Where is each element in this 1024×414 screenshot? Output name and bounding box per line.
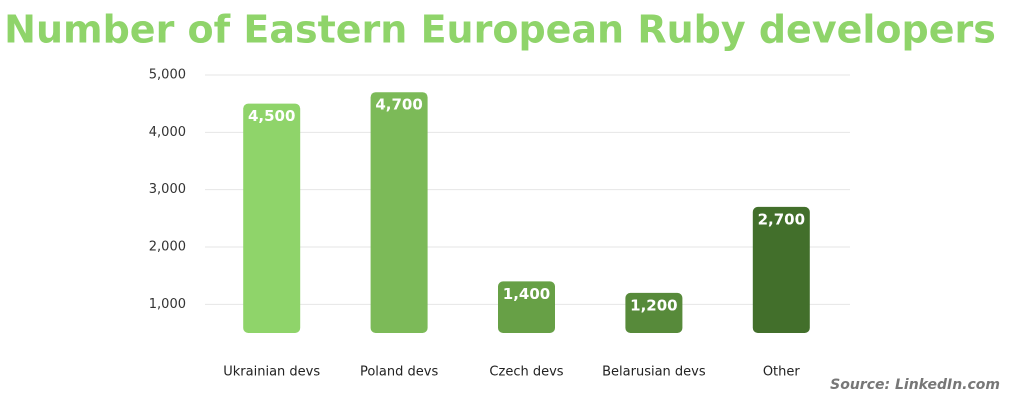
bar (370, 92, 428, 333)
value-label: 4,500 (248, 107, 295, 125)
value-label: 1,200 (630, 296, 677, 314)
chart-title: Number of Eastern European Ruby develope… (4, 8, 996, 52)
value-label: 4,700 (375, 96, 422, 114)
value-label: 2,700 (758, 210, 805, 228)
y-tick-label: 5,000 (149, 68, 186, 83)
bar (752, 206, 810, 333)
y-tick-label: 3,000 (149, 182, 186, 197)
x-tick-label: Ukrainian devs (223, 365, 320, 380)
x-tick-label: Czech devs (489, 365, 563, 380)
bar (243, 103, 301, 334)
value-label: 1,400 (503, 285, 550, 303)
x-tick-label: Belarusian devs (602, 365, 706, 380)
source-note: Source: LinkedIn.com (830, 377, 1000, 393)
y-tick-label: 1,000 (149, 297, 186, 312)
y-tick-label: 4,000 (149, 125, 186, 140)
x-tick-label: Other (763, 365, 801, 380)
bar (498, 281, 555, 333)
bar (625, 292, 683, 333)
x-tick-label: Poland devs (360, 365, 438, 380)
y-tick-label: 2,000 (149, 240, 186, 255)
